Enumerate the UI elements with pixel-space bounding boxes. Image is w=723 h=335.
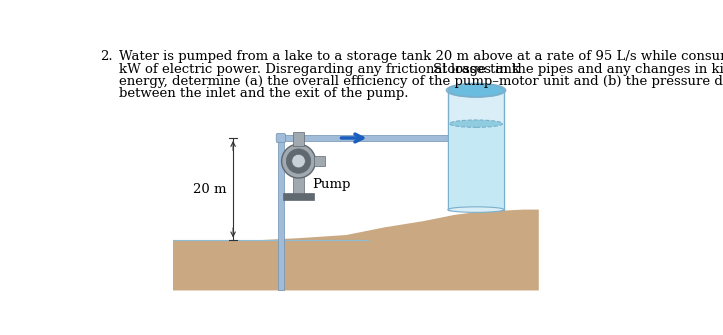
- Text: kW of electric power. Disregarding any frictional losses in the pipes and any ch: kW of electric power. Disregarding any f…: [119, 63, 723, 75]
- Ellipse shape: [448, 84, 504, 97]
- Text: Water is pumped from a lake to a storage tank 20 m above at a rate of 95 L/s whi: Water is pumped from a lake to a storage…: [119, 50, 723, 63]
- Text: energy, determine (a) the overall efficiency of the pump–motor unit and (b) the : energy, determine (a) the overall effici…: [119, 75, 723, 88]
- Circle shape: [286, 149, 311, 173]
- Ellipse shape: [450, 120, 502, 127]
- Ellipse shape: [448, 207, 504, 212]
- Text: 20 m: 20 m: [194, 183, 227, 196]
- Bar: [450, 135, 468, 141]
- Text: 2.: 2.: [100, 50, 113, 63]
- Bar: [314, 156, 325, 166]
- Bar: [448, 90, 504, 210]
- Text: Pump: Pump: [312, 178, 351, 191]
- Bar: [283, 193, 314, 200]
- Text: between the inlet and the exit of the pump.: between the inlet and the exit of the pu…: [119, 87, 408, 100]
- Polygon shape: [173, 241, 377, 290]
- Bar: [281, 135, 469, 141]
- Circle shape: [292, 154, 305, 168]
- FancyBboxPatch shape: [293, 175, 304, 195]
- Circle shape: [281, 144, 315, 178]
- FancyBboxPatch shape: [276, 133, 286, 143]
- Bar: [293, 132, 304, 146]
- Polygon shape: [173, 210, 539, 290]
- Text: Storage tank: Storage tank: [432, 63, 520, 76]
- Bar: [278, 138, 284, 290]
- Bar: [449, 124, 503, 209]
